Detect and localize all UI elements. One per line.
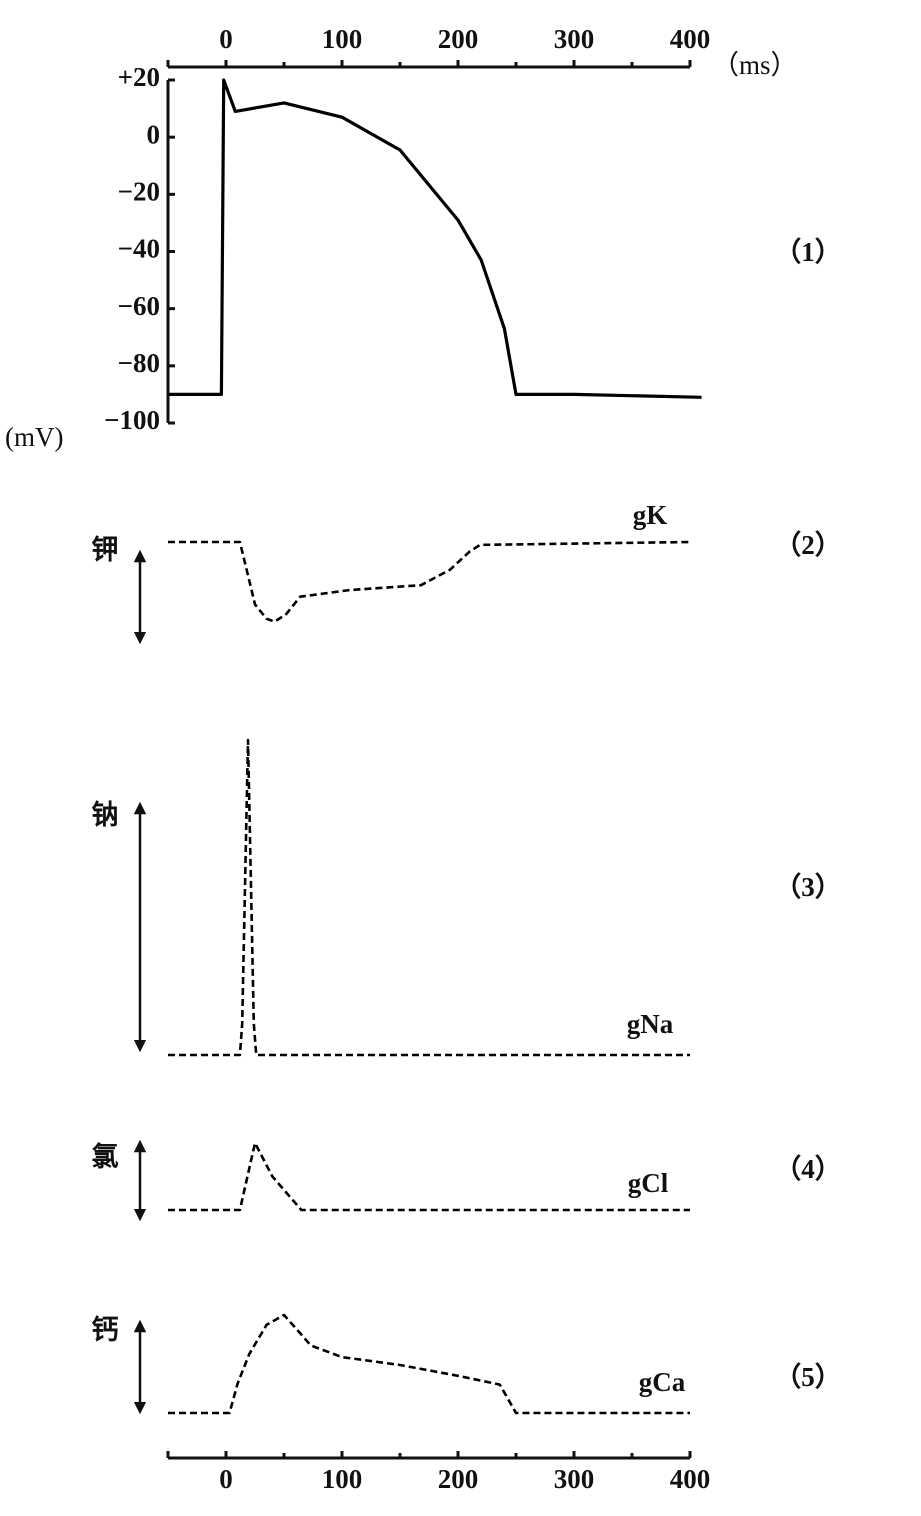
ion-label: 氯 (92, 1141, 119, 1172)
y-tick-label: +20 (118, 62, 160, 92)
x-tick-label: 200 (438, 24, 479, 54)
x-axis-label: （ms） (712, 50, 798, 80)
x-tick-label: 400 (670, 24, 711, 54)
x-tick-label: 300 (554, 24, 595, 54)
y-tick-label: −60 (118, 291, 160, 321)
x-tick-label: 100 (322, 24, 363, 54)
series-name: gCl (628, 1168, 669, 1198)
series-line (168, 78, 702, 399)
panel-label: （5） (774, 1362, 842, 1392)
x-tick-label: 300 (554, 1464, 595, 1494)
ion-label: 钾 (92, 535, 119, 565)
panel-label: （1） (774, 237, 842, 267)
y-tick-label: −20 (118, 177, 160, 207)
series-name: gK (633, 500, 668, 530)
series-line (168, 1313, 690, 1415)
series-name: gCa (639, 1367, 686, 1397)
series-name: gNa (627, 1009, 674, 1039)
y-tick-label: −100 (104, 405, 160, 435)
ion-label: 钙 (92, 1315, 119, 1345)
series-line (168, 1141, 690, 1212)
ion-label: 钠 (92, 800, 119, 830)
y-tick-label: −40 (118, 234, 160, 264)
panel-label: （4） (774, 1154, 842, 1184)
x-tick-label: 100 (322, 1464, 363, 1494)
y-axis-label: (mV) (5, 422, 63, 452)
y-tick-label: 0 (147, 119, 161, 149)
x-tick-label: 0 (219, 1464, 233, 1494)
x-tick-label: 400 (670, 1464, 711, 1494)
x-tick-label: 200 (438, 1464, 479, 1494)
series-line (168, 540, 691, 623)
x-tick-label: 0 (219, 24, 233, 54)
series-line (168, 738, 690, 1057)
y-tick-label: −80 (118, 348, 160, 378)
panel-label: （2） (774, 530, 842, 560)
panel-label: （3） (774, 872, 842, 902)
